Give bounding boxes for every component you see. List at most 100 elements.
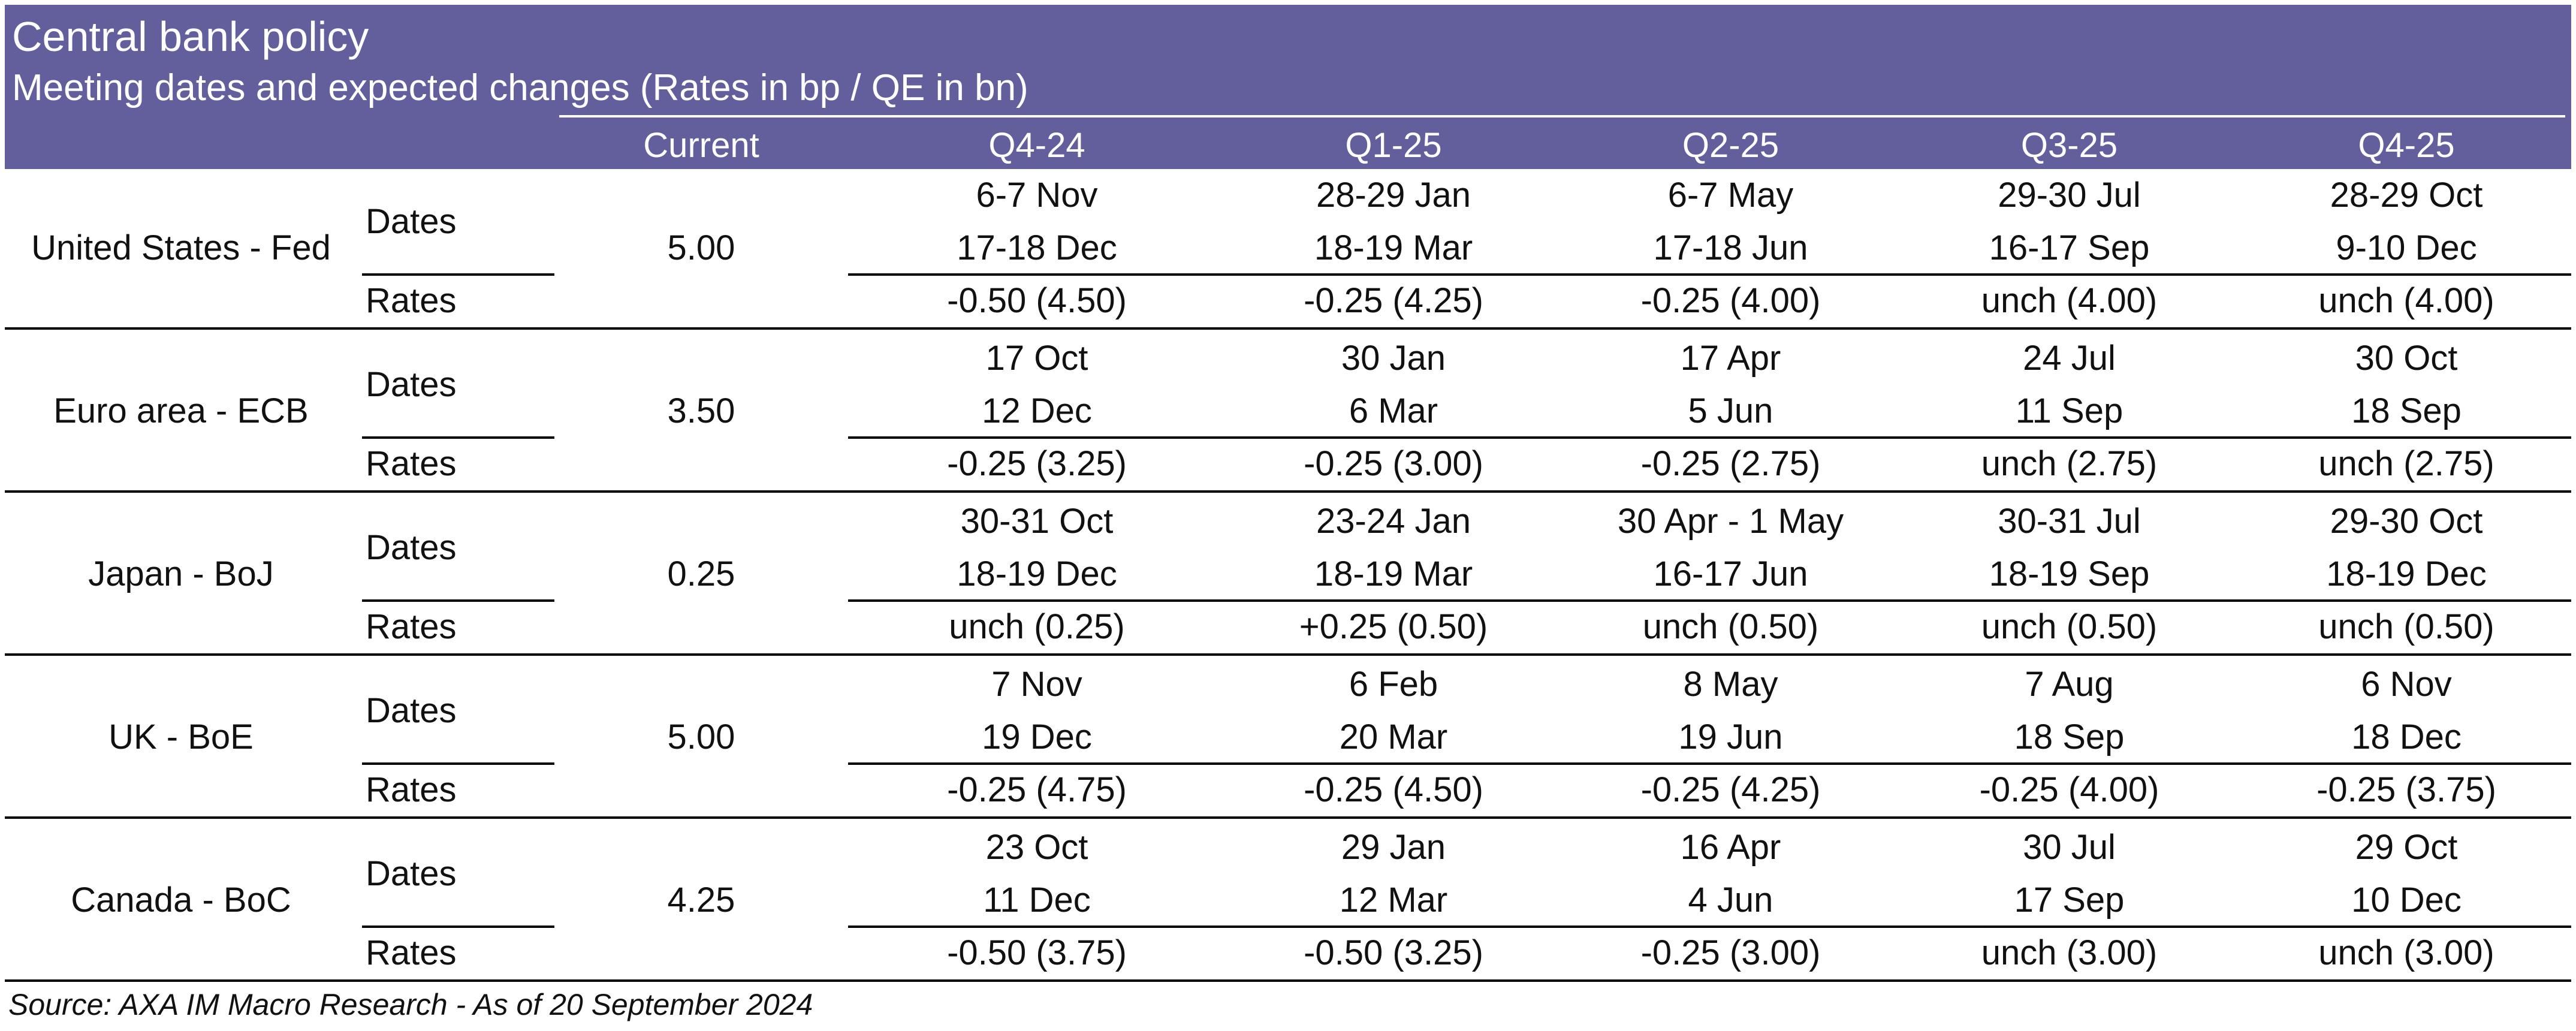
bank-name: Euro area - ECB: [53, 391, 309, 430]
bank-name: UK - BoE: [108, 718, 254, 756]
meeting-date: 19 Jun: [1678, 718, 1783, 756]
expected-rate: unch (0.50): [1642, 607, 1819, 646]
current-rate: 3.50: [667, 391, 735, 430]
col-header-q3-25: Q3-25: [2020, 126, 2118, 165]
rates-label: Rates: [366, 770, 457, 809]
bank-row-group: Japan - BoJ Dates Rates 0.25 30-31 Oct 18-19 …: [0, 495, 2576, 658]
table-title: Central bank policy: [12, 13, 369, 60]
meeting-date: 7 Nov: [991, 665, 1082, 704]
source-note: Source: AXA IM Macro Research - As of 20…: [8, 988, 813, 1021]
expected-rate: -0.25 (3.00): [1640, 933, 1821, 972]
meeting-date: 10 Dec: [2351, 881, 2462, 920]
row-divider: [362, 926, 554, 928]
meeting-date: 6 Nov: [2361, 665, 2452, 704]
row-divider: [362, 599, 554, 602]
expected-rate: -0.25 (3.25): [947, 444, 1127, 483]
meeting-date: 18-19 Dec: [2326, 554, 2487, 593]
meeting-date: 18 Sep: [2351, 391, 2462, 430]
row-divider: [848, 599, 2571, 602]
col-header-current: Current: [643, 126, 759, 165]
col-header-q1-25: Q1-25: [1345, 126, 1442, 165]
bank-row-group: Canada - BoC Dates Rates 4.25 23 Oct 11 Dec -0…: [0, 821, 2576, 984]
meeting-date: 29 Jan: [1341, 828, 1446, 867]
meeting-date: 30-31 Jul: [1998, 502, 2141, 541]
current-rate: 5.00: [667, 718, 735, 756]
bank-name: Canada - BoC: [71, 881, 291, 920]
bank-name: United States - Fed: [31, 228, 331, 267]
meeting-date: 7 Aug: [2025, 665, 2114, 704]
expected-rate: unch (2.75): [1981, 444, 2158, 483]
expected-rate: -0.25 (4.75): [947, 770, 1127, 809]
meeting-date: 28-29 Jan: [1316, 176, 1471, 215]
meeting-date: 9-10 Dec: [2336, 228, 2477, 267]
expected-rate: -0.50 (3.75): [947, 933, 1127, 972]
expected-rate: -0.50 (3.25): [1304, 933, 1483, 972]
expected-rate: unch (4.00): [1981, 281, 2158, 320]
meeting-date: 29-30 Jul: [1998, 176, 2141, 215]
expected-rate: unch (3.00): [2318, 933, 2494, 972]
expected-rate: -0.25 (4.25): [1304, 281, 1483, 320]
table-header-band: Central bank policy Meeting dates and ex…: [5, 5, 2571, 169]
meeting-date: 11 Dec: [983, 881, 1091, 920]
col-header-q4-25: Q4-25: [2358, 126, 2455, 165]
dates-label: Dates: [366, 365, 457, 404]
expected-rate: unch (0.50): [1981, 607, 2158, 646]
row-divider: [362, 273, 554, 276]
meeting-date: 16 Apr: [1680, 828, 1781, 867]
meeting-date: 6-7 Nov: [976, 176, 1098, 215]
meeting-date: 5 Jun: [1688, 391, 1773, 430]
expected-rate: -0.25 (4.00): [1640, 281, 1821, 320]
expected-rate: unch (2.75): [2318, 444, 2494, 483]
meeting-date: 17 Sep: [2014, 881, 2125, 920]
meeting-date: 17 Apr: [1680, 339, 1781, 378]
expected-rate: unch (3.00): [1981, 933, 2158, 972]
meeting-date: 6 Mar: [1349, 391, 1438, 430]
row-divider: [848, 436, 2571, 439]
meeting-date: 18-19 Mar: [1314, 228, 1473, 267]
expected-rate: unch (0.50): [2318, 607, 2494, 646]
meeting-date: 30 Jan: [1341, 339, 1446, 378]
meeting-date: 23 Oct: [985, 828, 1088, 867]
group-divider: [5, 816, 2571, 819]
rates-label: Rates: [366, 444, 457, 483]
meeting-date: 16-17 Jun: [1653, 554, 1808, 593]
bank-row-group: UK - BoE Dates Rates 5.00 7 Nov 19 Dec -0.25 (…: [0, 658, 2576, 821]
meeting-date: 24 Jul: [2023, 339, 2116, 378]
dates-label: Dates: [366, 202, 457, 241]
expected-rate: -0.25 (4.00): [1979, 770, 2159, 809]
bank-row-group: United States - Fed Dates Rates 5.00 6-7 Nov…: [0, 169, 2576, 332]
meeting-date: 12 Mar: [1339, 881, 1448, 920]
group-divider: [5, 979, 2571, 982]
expected-rate: -0.50 (4.50): [947, 281, 1127, 320]
meeting-date: 29-30 Oct: [2330, 502, 2483, 541]
meeting-date: 17 Oct: [985, 339, 1088, 378]
dates-label: Dates: [366, 691, 457, 730]
col-header-q2-25: Q2-25: [1682, 126, 1779, 165]
table-subtitle: Meeting dates and expected changes (Rate…: [12, 67, 1028, 108]
meeting-date: 18-19 Dec: [957, 554, 1117, 593]
meeting-date: 8 May: [1683, 665, 1778, 704]
rates-label: Rates: [366, 281, 457, 320]
meeting-date: 4 Jun: [1688, 881, 1773, 920]
row-divider: [362, 436, 554, 439]
meeting-date: 20 Mar: [1339, 718, 1448, 756]
expected-rate: -0.25 (4.25): [1640, 770, 1821, 809]
meeting-date: 30-31 Oct: [960, 502, 1114, 541]
current-rate: 5.00: [667, 228, 735, 267]
meeting-date: 30 Jul: [2023, 828, 2116, 867]
group-divider: [5, 327, 2571, 330]
meeting-date: 18-19 Mar: [1314, 554, 1473, 593]
expected-rate: +0.25 (0.50): [1299, 607, 1488, 646]
group-divider: [5, 653, 2571, 656]
row-divider: [848, 273, 2571, 276]
meeting-date: 18 Sep: [2014, 718, 2125, 756]
group-divider: [5, 490, 2571, 493]
header-divider: [559, 115, 2565, 117]
meeting-date: 28-29 Oct: [2330, 176, 2483, 215]
meeting-date: 11 Sep: [2015, 391, 2123, 430]
meeting-date: 30 Apr - 1 May: [1617, 502, 1844, 541]
meeting-date: 30 Oct: [2355, 339, 2458, 378]
rates-label: Rates: [366, 607, 457, 646]
dates-label: Dates: [366, 854, 457, 893]
expected-rate: -0.25 (3.75): [2316, 770, 2496, 809]
